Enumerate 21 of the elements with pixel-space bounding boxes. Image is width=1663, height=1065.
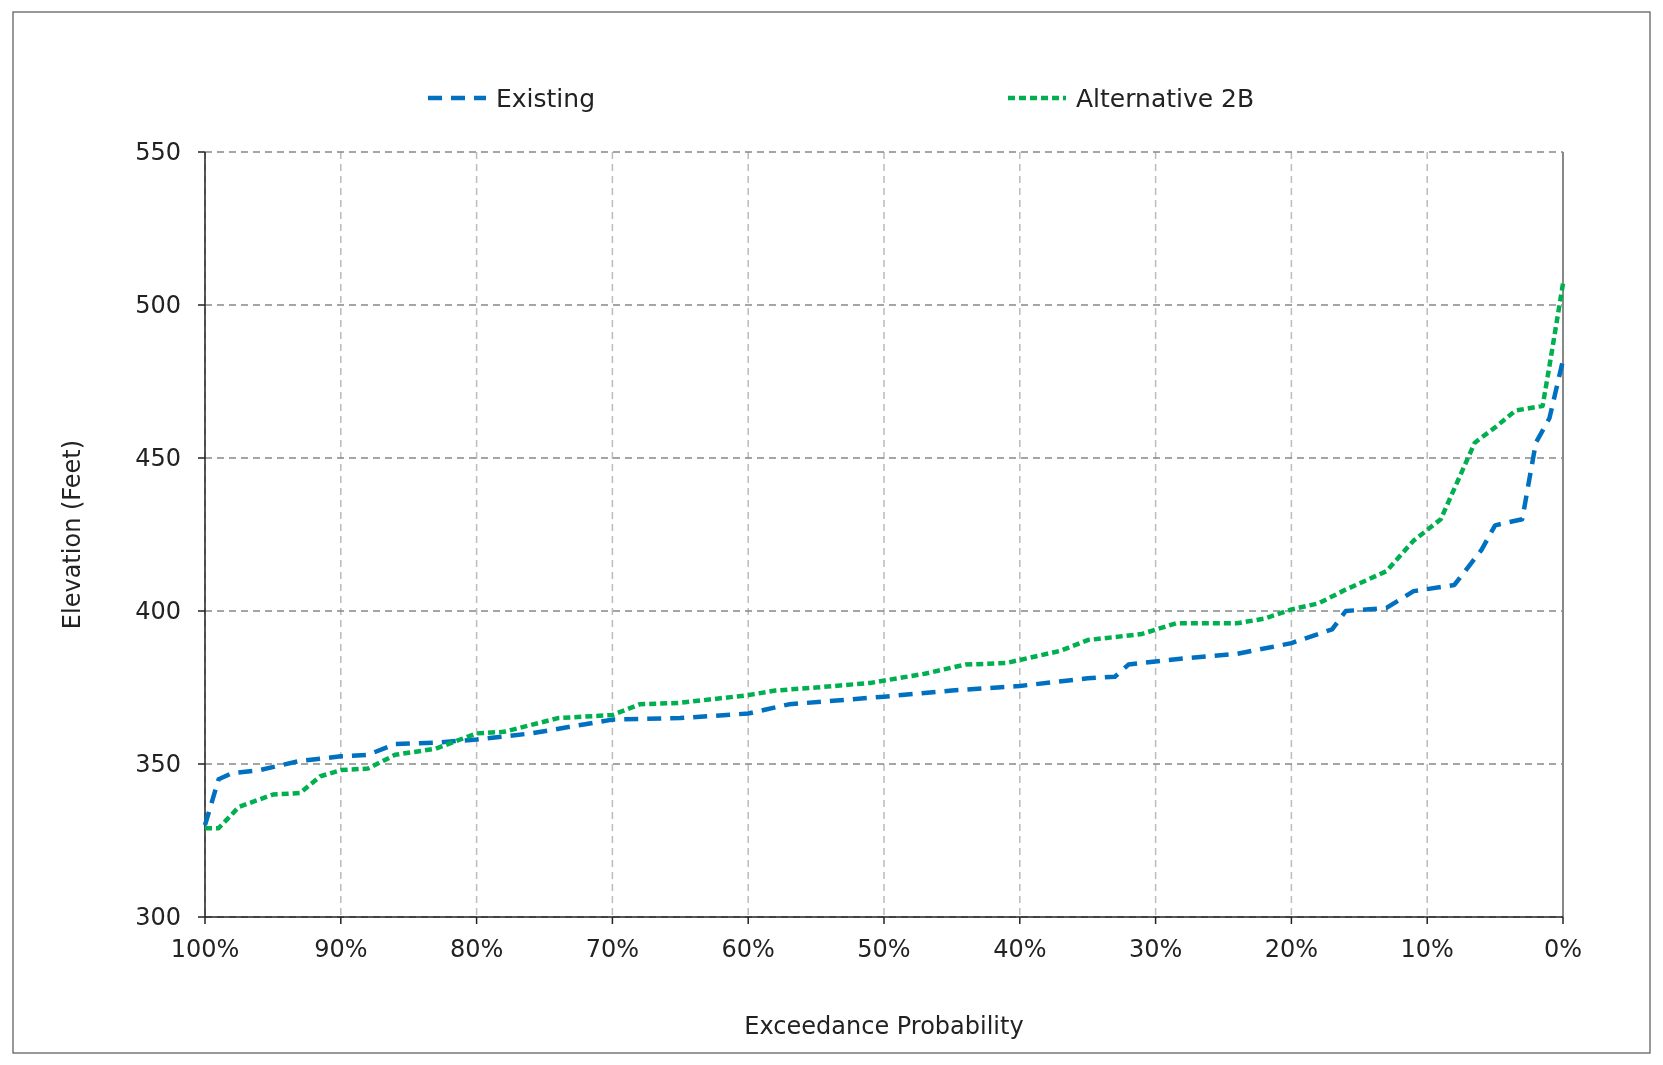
y-tick-label: 400 bbox=[135, 597, 181, 625]
y-axis-title: Elevation (Feet) bbox=[58, 439, 86, 630]
x-tick-label: 60% bbox=[721, 935, 775, 963]
y-tick-label: 300 bbox=[135, 903, 181, 931]
x-tick-label: 30% bbox=[1128, 935, 1183, 963]
x-tick-label: 0% bbox=[1543, 935, 1583, 963]
x-tick-label: 50% bbox=[857, 935, 911, 963]
x-tick-label: 90% bbox=[314, 935, 368, 963]
legend-label: Existing bbox=[496, 84, 596, 113]
x-tick-label: 80% bbox=[449, 935, 504, 963]
y-tick-label: 550 bbox=[135, 138, 181, 166]
x-tick-label: 100% bbox=[170, 935, 240, 963]
x-tick-label: 40% bbox=[993, 935, 1047, 963]
y-tick-label: 500 bbox=[135, 291, 181, 319]
x-axis-title: Exceedance Probability bbox=[744, 1012, 1024, 1040]
y-tick-label: 450 bbox=[135, 444, 181, 472]
y-tick-label: 350 bbox=[135, 750, 181, 778]
x-tick-label: 10% bbox=[1400, 935, 1454, 963]
legend-label: Alternative 2B bbox=[1076, 84, 1255, 113]
x-tick-label: 20% bbox=[1264, 935, 1319, 963]
x-tick-label: 70% bbox=[585, 935, 640, 963]
